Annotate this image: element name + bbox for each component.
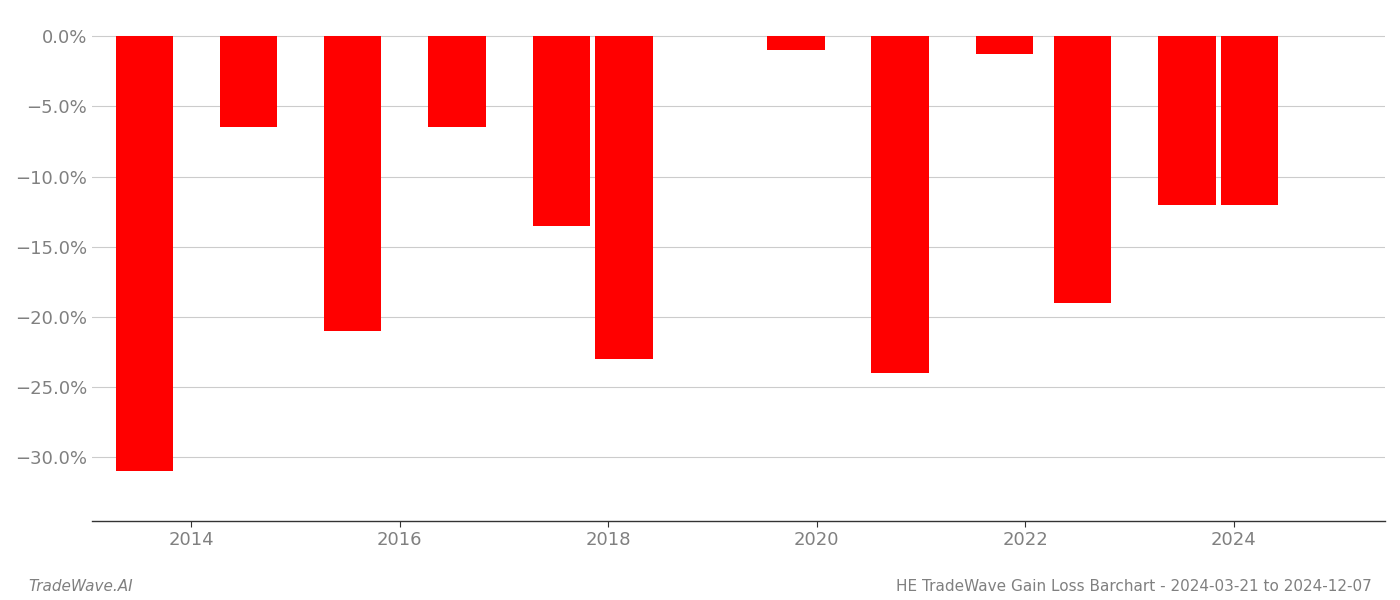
Bar <box>1158 36 1215 205</box>
Bar <box>1054 36 1112 303</box>
Bar <box>116 36 174 472</box>
Bar <box>325 36 381 331</box>
Bar <box>976 36 1033 55</box>
Text: HE TradeWave Gain Loss Barchart - 2024-03-21 to 2024-12-07: HE TradeWave Gain Loss Barchart - 2024-0… <box>896 579 1372 594</box>
Bar <box>428 36 486 127</box>
Bar <box>767 36 825 50</box>
Bar <box>532 36 589 226</box>
Bar <box>871 36 928 373</box>
Bar <box>1221 36 1278 205</box>
Bar <box>595 36 652 359</box>
Text: TradeWave.AI: TradeWave.AI <box>28 579 133 594</box>
Bar <box>220 36 277 127</box>
